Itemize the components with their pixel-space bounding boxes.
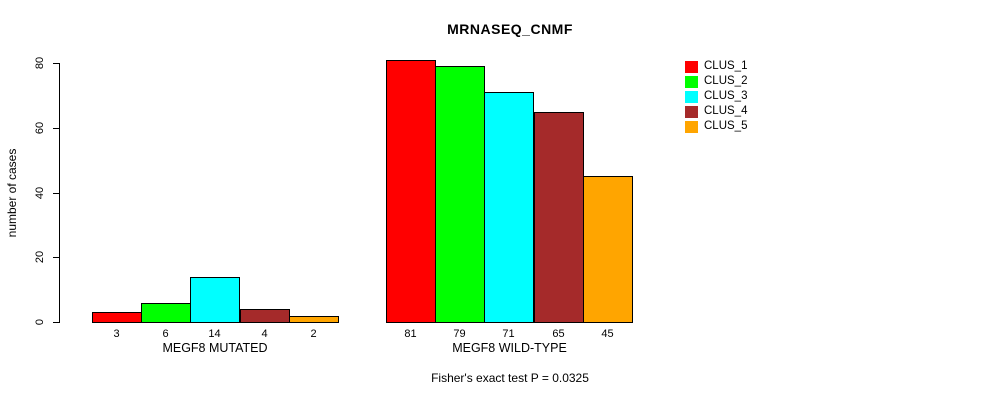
- chart-title: MRNASEQ_CNMF: [447, 21, 573, 37]
- bar-value-label: 2: [310, 328, 317, 340]
- bar-clus_4-megf8-mutated: [240, 309, 290, 323]
- bar-clus_1-megf8-mutated: [92, 312, 142, 323]
- bar-value-label: 4: [261, 328, 268, 340]
- fisher-test-caption: Fisher's exact test P = 0.0325: [431, 371, 589, 385]
- y-axis-tick: [53, 257, 60, 258]
- legend-label: CLUS_2: [704, 75, 748, 87]
- bar-clus_2-megf8-mutated: [141, 303, 191, 323]
- bar-value-label: 14: [208, 328, 221, 340]
- bar-clus_5-megf8-wild-type: [583, 176, 633, 323]
- bar-clus_5-megf8-mutated: [289, 316, 339, 323]
- y-axis-tick: [53, 193, 60, 194]
- legend-item-clus_4: CLUS_4: [685, 104, 747, 119]
- bar-clus_2-megf8-wild-type: [435, 66, 485, 323]
- y-axis-tick-label: 40: [34, 186, 46, 200]
- bar-clus_4-megf8-wild-type: [534, 112, 584, 323]
- y-axis-tick: [53, 128, 60, 129]
- y-axis-tick: [53, 322, 60, 323]
- legend-label: CLUS_4: [704, 105, 748, 117]
- bar-value-label: 79: [453, 328, 466, 340]
- bar-value-label: 45: [601, 328, 614, 340]
- bar-value-label: 71: [502, 328, 515, 340]
- bar-value-label: 3: [113, 328, 120, 340]
- bar-clus_3-megf8-mutated: [190, 277, 240, 323]
- legend-item-clus_1: CLUS_1: [685, 59, 747, 74]
- y-axis-title: number of cases: [5, 148, 19, 238]
- bar-value-label: 6: [162, 328, 169, 340]
- group-label-megf8-wild-type: MEGF8 WILD-TYPE: [452, 341, 567, 355]
- bar-value-label: 65: [552, 328, 565, 340]
- legend: CLUS_1 CLUS_2 CLUS_3 CLUS_4 CLUS_5: [685, 59, 747, 134]
- legend-label: CLUS_3: [704, 90, 748, 102]
- y-axis-tick-label: 0: [34, 318, 46, 326]
- legend-swatch-clus_2: [685, 75, 698, 88]
- group-label-megf8-mutated: MEGF8 MUTATED: [162, 341, 268, 355]
- y-axis-tick: [53, 63, 60, 64]
- legend-label: CLUS_1: [704, 60, 748, 72]
- y-axis-tick-label: 80: [34, 56, 46, 70]
- legend-swatch-clus_4: [685, 105, 698, 118]
- y-axis-tick-label: 20: [34, 250, 46, 264]
- bar-clus_3-megf8-wild-type: [484, 92, 534, 323]
- legend-item-clus_3: CLUS_3: [685, 89, 747, 104]
- legend-swatch-clus_1: [685, 60, 698, 73]
- legend-item-clus_2: CLUS_2: [685, 74, 747, 89]
- bar-value-label: 81: [404, 328, 417, 340]
- legend-label: CLUS_5: [704, 120, 748, 132]
- bar-clus_1-megf8-wild-type: [386, 60, 436, 323]
- y-axis-tick-label: 60: [34, 121, 46, 135]
- legend-swatch-clus_3: [685, 90, 698, 103]
- legend-swatch-clus_5: [685, 120, 698, 133]
- legend-item-clus_5: CLUS_5: [685, 119, 747, 134]
